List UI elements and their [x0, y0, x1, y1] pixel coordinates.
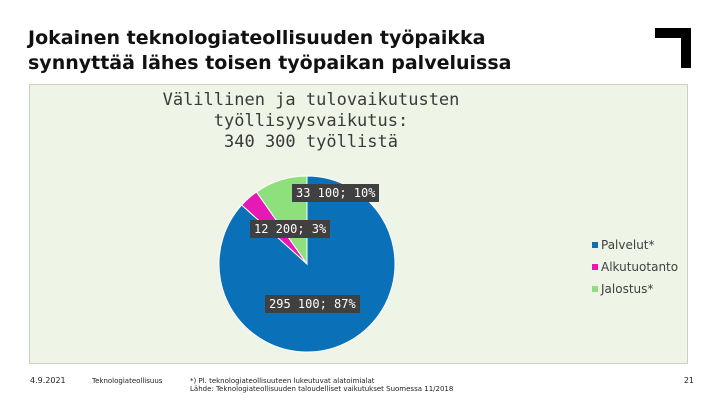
footer-notes: *) Pl. teknologiateollisuuteen lukeutuva…: [190, 377, 453, 393]
legend-swatch-palvelut: [592, 242, 598, 248]
chart-title: Välillinen ja tulovaikutusten työllisyys…: [150, 90, 472, 153]
legend-swatch-jalostus: [592, 286, 598, 292]
data-label-alkutuotanto: 12 200; 3%: [250, 220, 331, 238]
legend-item-palvelut: Palvelut*: [592, 234, 686, 256]
legend-label-alkutuotanto: Alkutuotanto: [601, 260, 679, 274]
legend-label-palvelut: Palvelut*: [601, 238, 655, 252]
footer-date: 4.9.2021: [30, 376, 66, 385]
chart-legend: Palvelut* Alkutuotanto Jalostus*: [592, 234, 686, 300]
data-label-jalostus: 33 100; 10%: [292, 184, 380, 202]
corner-logo-icon: [655, 28, 691, 68]
slide-title-line-2: synnyttää lähes toisen työpaikan palvelu…: [28, 52, 512, 74]
data-label-palvelut: 295 100; 87%: [265, 295, 360, 313]
chart-title-line-2: työllisyysvaikutus:: [213, 111, 409, 131]
footer-note: *) Pl. teknologiateollisuuteen lukeutuva…: [190, 377, 375, 385]
legend-label-jalostus: Jalostus*: [601, 282, 654, 296]
chart-title-line-3: 340 300 työllistä: [224, 132, 398, 152]
slide-title-line-1: Jokainen teknologiateollisuuden työpaikk…: [28, 27, 486, 49]
page-number: 21: [683, 376, 694, 385]
footer-source: Lähde: Teknologiateollisuuden taloudelli…: [190, 385, 454, 393]
legend-swatch-alkutuotanto: [592, 264, 598, 270]
chart-title-line-1: Välillinen ja tulovaikutusten: [162, 90, 460, 110]
footer-organization: Teknologiateollisuus: [92, 377, 163, 385]
legend-item-alkutuotanto: Alkutuotanto: [592, 256, 686, 278]
legend-item-jalostus: Jalostus*: [592, 278, 686, 300]
slide-title: Jokainen teknologiateollisuuden työpaikk…: [28, 26, 628, 76]
